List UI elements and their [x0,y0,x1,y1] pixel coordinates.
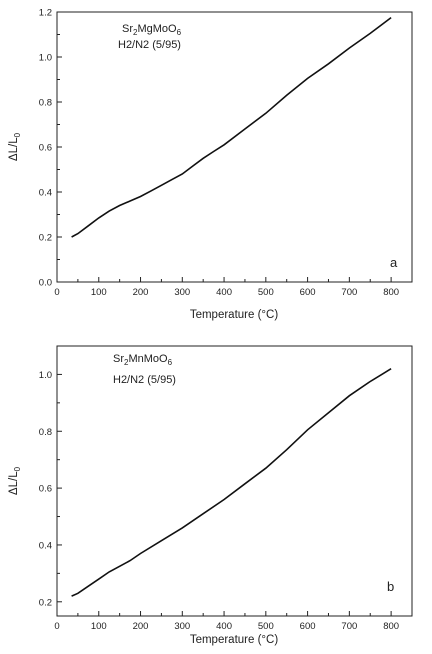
panel-letter: b [387,579,394,594]
y-tick-label: 0.6 [39,143,52,154]
y-tick-label: 1.0 [39,370,52,381]
plot-frame [56,11,413,283]
x-tick-label: 500 [258,287,274,298]
x-tick-label: 600 [300,621,316,632]
x-tick-label: 500 [258,621,274,632]
y-tick-label: 0.4 [39,540,52,551]
y-tick-label: 0.8 [39,98,52,109]
series-line [71,16,392,238]
atmosphere-label: H2/N2 (5/95) [113,374,176,386]
atmosphere-label: H2/N2 (5/95) [118,39,181,51]
y-axis-label: ΔL/L0 [8,132,22,161]
chart-panel-a: 0 100 200 300 400 500 600 700 800 0.0 0.2 0.4 0.6 0.8… [8,8,413,321]
x-tick-label: 100 [91,287,107,298]
axis-ticks: 0 100 200 300 400 500 600 700 800 0.0 0.2 0.4 0.6 0.8… [39,8,399,299]
plot-frame [56,345,413,617]
sample-formula: Sr2MgMoO6 [122,23,182,37]
y-tick-label: 0.2 [39,597,52,608]
x-tick-label: 0 [54,621,59,632]
x-tick-label: 300 [174,621,190,632]
x-tick-label: 800 [383,287,399,298]
y-tick-label: 0.2 [39,233,52,244]
y-tick-label: 0.8 [39,427,52,438]
x-tick-label: 300 [174,287,190,298]
x-tick-label: 200 [133,287,149,298]
x-tick-label: 400 [216,621,232,632]
x-tick-label: 200 [133,621,149,632]
x-axis-label: Temperature (°C) [190,634,278,646]
y-tick-label: 0.0 [39,278,52,289]
y-tick-label: 1.0 [39,53,52,64]
x-tick-label: 700 [341,621,357,632]
x-axis-label: Temperature (°C) [190,309,278,321]
chart-panel-b: 0 100 200 300 400 500 600 700 800 0.2 0.4 0.6 0.8 1.0… [8,345,413,646]
axis-ticks: 0 100 200 300 400 500 600 700 800 0.2 0.4 0.6 0.8 1.0 [39,370,399,632]
panel-letter: a [390,255,398,270]
x-tick-label: 800 [383,621,399,632]
y-axis-label: ΔL/L0 [8,466,22,495]
x-tick-label: 400 [216,287,232,298]
y-tick-label: 1.2 [39,8,52,19]
y-tick-label: 0.4 [39,188,52,199]
x-tick-label: 600 [300,287,316,298]
sample-formula: Sr2MnMoO6 [113,353,173,367]
x-tick-label: 0 [54,287,59,298]
x-tick-label: 100 [91,621,107,632]
y-tick-label: 0.6 [39,484,52,495]
x-tick-label: 700 [341,287,357,298]
series-line [71,368,392,597]
